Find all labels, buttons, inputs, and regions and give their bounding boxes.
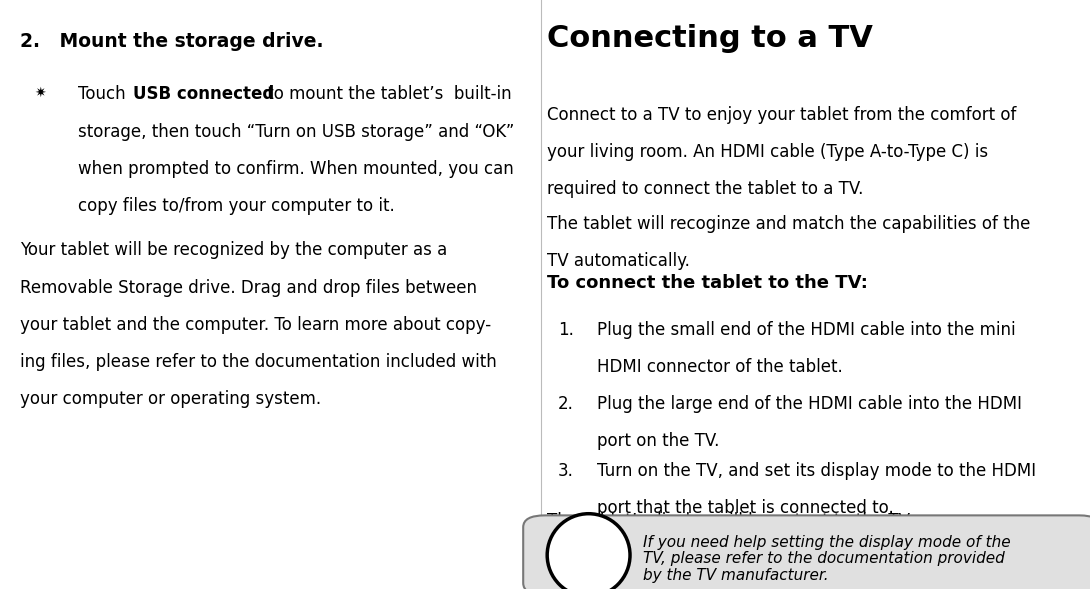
Text: TV, please refer to the documentation provided: TV, please refer to the documentation pr… <box>643 551 1005 566</box>
Ellipse shape <box>547 514 630 589</box>
Text: copy files to/from your computer to it.: copy files to/from your computer to it. <box>78 197 396 215</box>
Text: Turn on the TV, and set its display mode to the HDMI: Turn on the TV, and set its display mode… <box>597 462 1037 481</box>
Text: when prompted to confirm. When mounted, you can: when prompted to confirm. When mounted, … <box>78 160 514 178</box>
Text: your living room. An HDMI cable (Type A-to-Type C) is: your living room. An HDMI cable (Type A-… <box>547 143 989 161</box>
Text: your tablet and the computer. To learn more about copy-: your tablet and the computer. To learn m… <box>20 316 490 334</box>
Text: USB connected: USB connected <box>133 85 275 104</box>
Text: port that the tablet is connected to.: port that the tablet is connected to. <box>597 499 894 518</box>
Text: The tablet’s display will be output to the TV screen.: The tablet’s display will be output to t… <box>547 512 976 531</box>
Text: Plug the small end of the HDMI cable into the mini: Plug the small end of the HDMI cable int… <box>597 321 1016 339</box>
Text: TV automatically.: TV automatically. <box>547 252 690 270</box>
Text: 2.: 2. <box>558 395 574 413</box>
Text: Plug the large end of the HDMI cable into the HDMI: Plug the large end of the HDMI cable int… <box>597 395 1022 413</box>
Text: port on the TV.: port on the TV. <box>597 432 719 450</box>
Text: ing files, please refer to the documentation included with: ing files, please refer to the documenta… <box>20 353 496 371</box>
Text: ✷: ✷ <box>35 85 47 100</box>
Text: by the TV manufacturer.: by the TV manufacturer. <box>643 568 828 583</box>
Text: to mount the tablet’s  built-in: to mount the tablet’s built-in <box>262 85 511 104</box>
Text: To connect the tablet to the TV:: To connect the tablet to the TV: <box>547 274 868 292</box>
Text: your computer or operating system.: your computer or operating system. <box>20 390 320 408</box>
FancyBboxPatch shape <box>523 515 1090 589</box>
Text: Your tablet will be recognized by the computer as a: Your tablet will be recognized by the co… <box>20 241 447 260</box>
Text: If you need help setting the display mode of the: If you need help setting the display mod… <box>643 535 1010 550</box>
Text: The tablet will recoginze and match the capabilities of the: The tablet will recoginze and match the … <box>547 215 1030 233</box>
Text: i: i <box>585 545 592 565</box>
Text: HDMI connector of the tablet.: HDMI connector of the tablet. <box>597 358 843 376</box>
Text: 3.: 3. <box>558 462 574 481</box>
Text: 2.   Mount the storage drive.: 2. Mount the storage drive. <box>20 32 323 51</box>
Text: Connecting to a TV: Connecting to a TV <box>547 24 873 52</box>
Text: 1.: 1. <box>558 321 574 339</box>
Text: required to connect the tablet to a TV.: required to connect the tablet to a TV. <box>547 180 863 198</box>
Text: Removable Storage drive. Drag and drop files between: Removable Storage drive. Drag and drop f… <box>20 279 476 297</box>
Text: Connect to a TV to enjoy your tablet from the comfort of: Connect to a TV to enjoy your tablet fro… <box>547 106 1017 124</box>
Text: storage, then touch “Turn on USB storage” and “OK”: storage, then touch “Turn on USB storage… <box>78 123 514 141</box>
Text: Touch: Touch <box>78 85 132 104</box>
